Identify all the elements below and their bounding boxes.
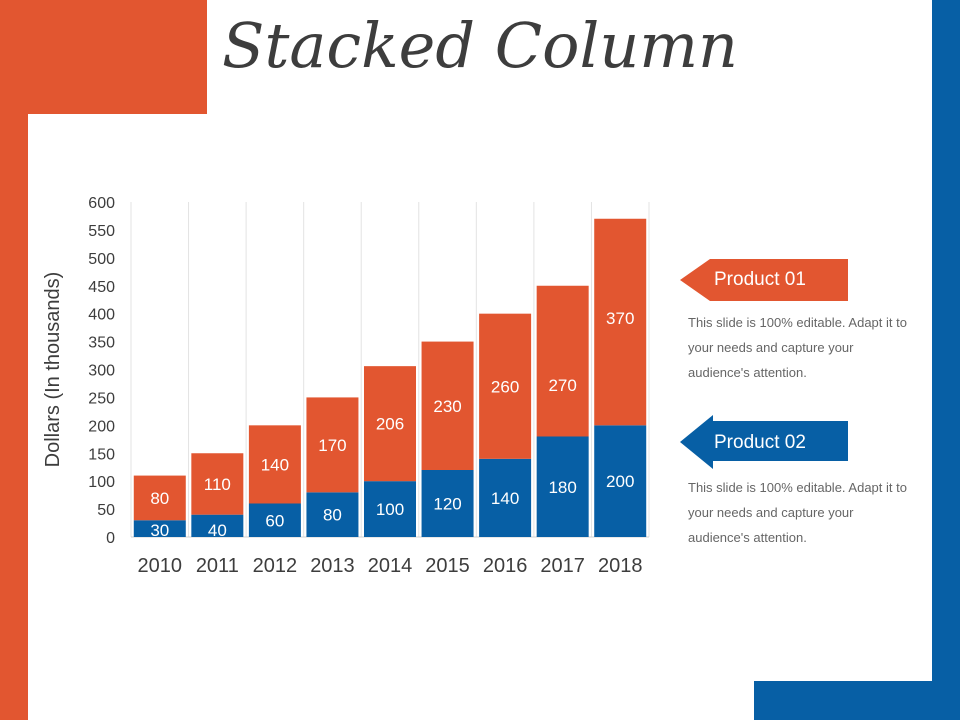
bar-product-01-2016 — [479, 313, 532, 459]
bar-product-02-2010 — [133, 520, 186, 537]
x-tick-label: 2017 — [540, 555, 585, 577]
data-label-product-01-2017: 270 — [548, 376, 576, 395]
x-tick-label: 2010 — [138, 555, 183, 577]
x-tick-label: 2011 — [196, 555, 239, 577]
y-axis-title: Dollars (In thousands) — [42, 272, 64, 468]
product-01-arrow-icon — [680, 259, 848, 301]
bar-product-01-2011 — [191, 453, 244, 515]
x-tick-label: 2012 — [253, 555, 298, 577]
data-label-product-01-2018: 370 — [606, 309, 634, 328]
data-label-product-01-2012: 140 — [261, 455, 289, 474]
y-tick-label: 450 — [88, 279, 115, 296]
y-tick-label: 550 — [88, 223, 115, 240]
y-tick-label: 150 — [88, 446, 115, 463]
data-label-product-02-2014: 100 — [376, 500, 404, 519]
x-tick-label: 2013 — [310, 555, 355, 577]
bar-product-02-2013 — [306, 492, 359, 537]
bar-product-01-2015 — [421, 341, 474, 470]
y-tick-label: 400 — [88, 307, 115, 324]
data-label-product-02-2013: 80 — [323, 506, 342, 525]
data-label-product-02-2015: 120 — [433, 495, 461, 514]
bar-product-02-2011 — [191, 514, 244, 537]
data-label-product-02-2018: 200 — [606, 472, 634, 491]
product-02-arrow-icon — [680, 415, 848, 469]
y-tick-label: 0 — [106, 530, 115, 547]
bar-product-01-2017 — [536, 285, 589, 437]
bar-product-02-2015 — [421, 470, 474, 537]
x-tick-label: 2016 — [483, 555, 528, 577]
bar-product-02-2014 — [364, 481, 416, 537]
bar-product-01-2014 — [364, 366, 416, 482]
data-label-product-02-2017: 180 — [548, 478, 576, 497]
y-tick-label: 100 — [88, 474, 115, 491]
bar-product-01-2012 — [248, 425, 301, 504]
data-label-product-01-2014: 206 — [376, 415, 404, 434]
y-tick-label: 350 — [88, 335, 115, 352]
bar-product-01-2010 — [133, 475, 186, 521]
data-label-product-02-2012: 60 — [265, 511, 284, 530]
y-tick-label: 600 — [88, 195, 115, 212]
legend-label-product-01: Product 01 — [714, 269, 806, 290]
x-tick-label: 2014 — [368, 555, 413, 577]
bar-product-02-2018 — [594, 425, 647, 537]
legend-description-product-02: This slide is 100% editable. Adapt it to… — [688, 480, 907, 545]
legend-description-product-01: This slide is 100% editable. Adapt it to… — [688, 315, 907, 380]
y-tick-label: 250 — [88, 390, 115, 407]
y-tick-label: 500 — [88, 251, 115, 268]
x-tick-label: 2015 — [425, 555, 470, 577]
y-tick-label: 200 — [88, 418, 115, 435]
data-label-product-02-2016: 140 — [491, 489, 519, 508]
y-tick-label: 300 — [88, 363, 115, 380]
bar-product-02-2017 — [536, 436, 589, 537]
slide-title: Stacked Column — [222, 9, 738, 82]
data-label-product-02-2011: 40 — [208, 521, 227, 540]
data-label-product-02-2010: 30 — [150, 521, 169, 540]
bar-product-01-2013 — [306, 397, 359, 493]
data-label-product-01-2011: 110 — [204, 475, 231, 494]
data-label-product-01-2016: 260 — [491, 377, 519, 396]
y-tick-label: 50 — [97, 502, 115, 519]
legend-label-product-02: Product 02 — [714, 432, 806, 453]
data-label-product-01-2015: 230 — [433, 397, 461, 416]
bar-product-02-2012 — [248, 503, 301, 537]
blue-bottom-block — [754, 681, 960, 720]
bar-product-01-2018 — [594, 218, 647, 426]
blue-right-bar — [932, 0, 960, 720]
orange-corner-block — [0, 0, 207, 114]
x-tick-label: 2018 — [598, 555, 643, 577]
data-label-product-01-2013: 170 — [318, 436, 346, 455]
bar-product-02-2016 — [479, 458, 532, 537]
orange-left-bar — [0, 0, 28, 720]
data-label-product-01-2010: 80 — [150, 489, 169, 508]
